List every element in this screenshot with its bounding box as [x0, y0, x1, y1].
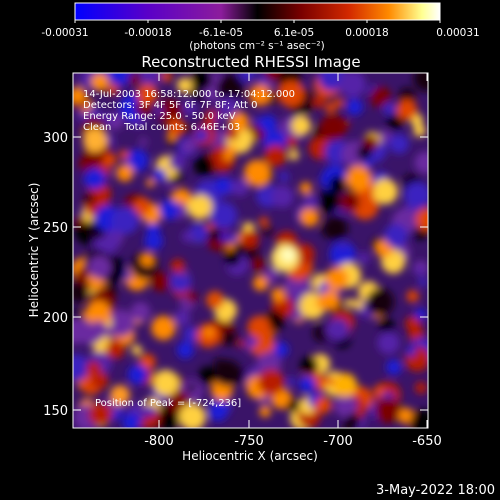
- colorbar: [74, 2, 441, 21]
- footer-date: 3-May-2022 18:00: [376, 483, 495, 498]
- x-axis-ticks: [158, 73, 428, 428]
- y-tick-label: 200: [43, 311, 68, 326]
- y-tick-label: 150: [43, 404, 68, 419]
- annotation-time-range: 14-Jul-2003 16:58:12.000 to 17:04:12.000: [83, 89, 295, 100]
- colorbar-tick-label: -6.1e-05: [199, 27, 243, 39]
- y-tick-label: 300: [43, 131, 68, 146]
- plot-title: Reconstructed RHESSI Image: [141, 53, 360, 71]
- annotation-detectors: Detectors: 3F 4F 5F 6F 7F 8F; Att 0: [83, 100, 258, 111]
- y-axis-ticks: [73, 136, 428, 411]
- colorbar-tick-label: -0.00018: [124, 27, 171, 39]
- colorbar-tick-label: 0.00031: [436, 27, 479, 39]
- colorbar-ticks: [74, 20, 441, 23]
- solar-image: [73, 73, 428, 428]
- colorbar-tick-label: 6.1e-05: [274, 27, 314, 39]
- y-tick-label: 250: [43, 221, 68, 236]
- plot-frame: [72, 72, 429, 429]
- colorbar-tick-label: -0.00031: [41, 27, 88, 39]
- x-tick-label: -650: [412, 434, 442, 449]
- x-axis-label: Heliocentric X (arcsec): [182, 449, 318, 463]
- x-tick-label: -700: [323, 434, 353, 449]
- y-axis-label: Heliocentric Y (arcsec): [27, 183, 41, 318]
- annotation-total-counts: Clean Total counts: 6.46E+03: [83, 122, 240, 133]
- colorbar-units-label: (photons cm⁻² s⁻¹ asec⁻²): [189, 40, 324, 52]
- x-tick-label: -800: [144, 434, 174, 449]
- colorbar-tick-label: 0.00018: [345, 27, 388, 39]
- x-tick-label: -750: [234, 434, 264, 449]
- peak-position-label: Position of Peak = [-724,236]: [95, 398, 241, 409]
- annotation-energy-range: Energy Range: 25.0 - 50.0 keV: [83, 111, 236, 122]
